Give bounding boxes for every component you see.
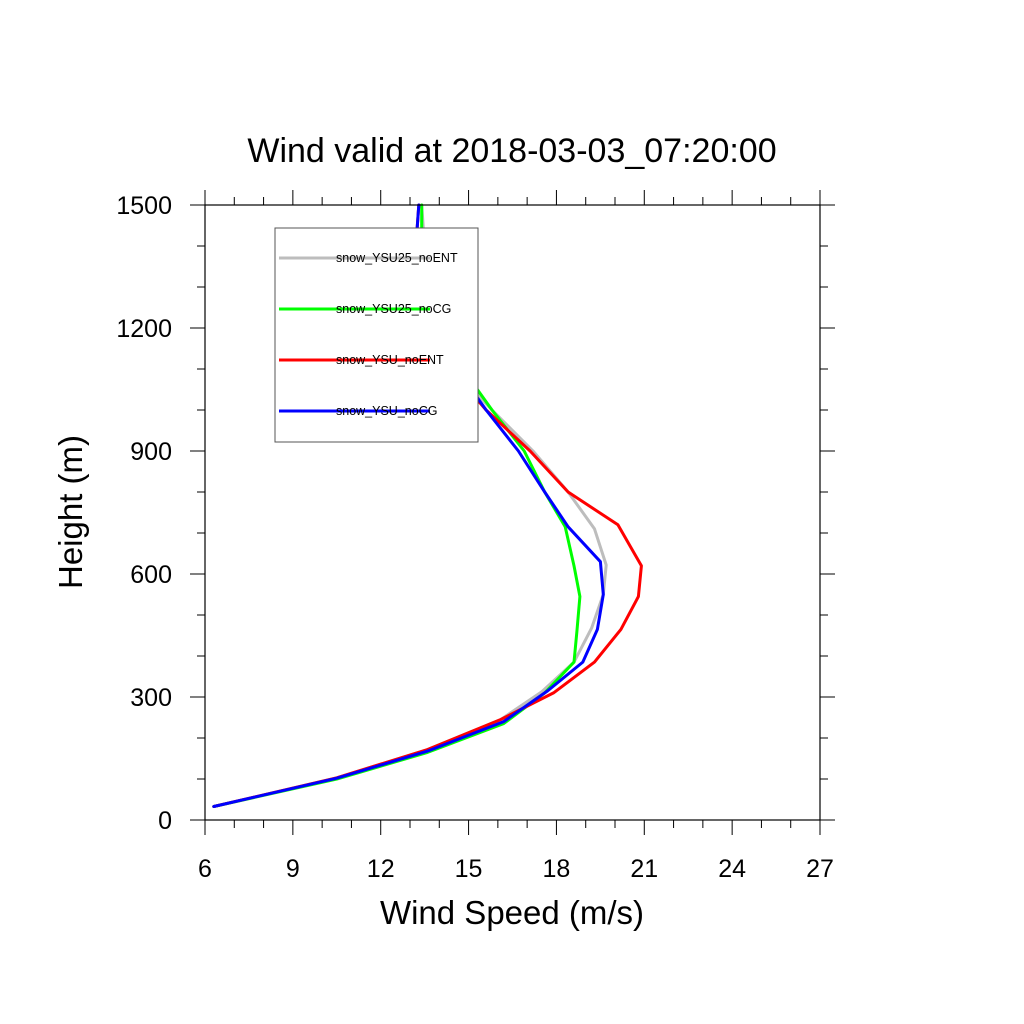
x-axis-label: Wind Speed (m/s) bbox=[380, 894, 644, 931]
x-tick-label: 27 bbox=[806, 855, 834, 883]
y-tick-label: 1200 bbox=[116, 315, 172, 343]
legend-box bbox=[274, 227, 479, 443]
legend-label: snow_YSU25_noENT bbox=[336, 251, 458, 265]
x-tick-label: 24 bbox=[718, 855, 746, 883]
axis-ticks bbox=[190, 190, 835, 835]
y-tick-label: 900 bbox=[130, 438, 172, 466]
y-tick-labels: 0 300 600 900 1200 1500 bbox=[116, 192, 172, 835]
legend: snow_YSU25_noENT snow_YSU25_noCG snow_YSU_… bbox=[274, 227, 479, 443]
y-axis-label: Height (m) bbox=[52, 435, 89, 589]
x-tick-label: 9 bbox=[286, 855, 300, 883]
y-tick-label: 600 bbox=[130, 561, 172, 589]
x-tick-label: 15 bbox=[455, 855, 483, 883]
legend-label: snow_YSU_noCG bbox=[336, 404, 437, 418]
chart-title: Wind valid at 2018-03-03_07:20:00 bbox=[247, 132, 776, 170]
y-tick-label: 300 bbox=[130, 684, 172, 712]
y-tick-label: 1500 bbox=[116, 192, 172, 220]
plot-frame bbox=[204, 204, 821, 821]
x-tick-labels: 6 9 12 15 18 21 24 27 bbox=[198, 855, 834, 883]
legend-label: snow_YSU25_noCG bbox=[336, 302, 451, 316]
y-tick-label: 0 bbox=[158, 807, 172, 835]
x-tick-label: 18 bbox=[543, 855, 571, 883]
x-tick-label: 6 bbox=[198, 855, 212, 883]
legend-label: snow_YSU_noENT bbox=[336, 353, 444, 367]
x-tick-label: 21 bbox=[630, 855, 658, 883]
legend-entries: snow_YSU25_noENT snow_YSU25_noCG snow_YSU_… bbox=[279, 251, 458, 418]
x-tick-label: 12 bbox=[367, 855, 395, 883]
